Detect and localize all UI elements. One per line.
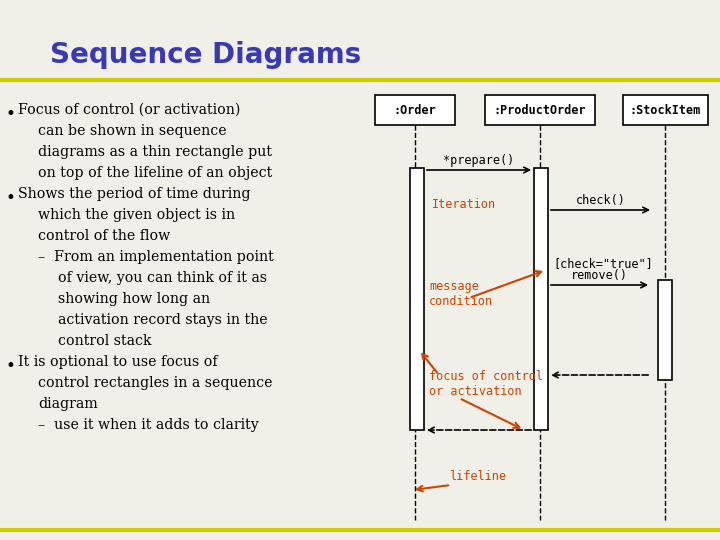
Text: •: • bbox=[6, 189, 16, 207]
Text: diagrams as a thin rectangle put: diagrams as a thin rectangle put bbox=[38, 145, 272, 159]
Text: –  From an implementation point: – From an implementation point bbox=[38, 250, 274, 264]
Bar bbox=[534, 168, 548, 430]
Text: Iteration: Iteration bbox=[432, 198, 496, 211]
Text: focus of control
or activation: focus of control or activation bbox=[429, 370, 543, 398]
Text: :StockItem: :StockItem bbox=[629, 104, 701, 117]
Text: control stack: control stack bbox=[58, 334, 151, 348]
Bar bbox=[410, 168, 424, 430]
Text: activation record stays in the: activation record stays in the bbox=[58, 313, 268, 327]
Text: control of the flow: control of the flow bbox=[38, 229, 170, 243]
Text: message
condition: message condition bbox=[429, 280, 493, 308]
Text: remove(): remove() bbox=[571, 269, 628, 282]
Text: Sequence Diagrams: Sequence Diagrams bbox=[50, 41, 361, 69]
Text: of view, you can think of it as: of view, you can think of it as bbox=[58, 271, 267, 285]
Text: can be shown in sequence: can be shown in sequence bbox=[38, 124, 227, 138]
Text: :ProductOrder: :ProductOrder bbox=[494, 104, 586, 117]
Text: It is optional to use focus of: It is optional to use focus of bbox=[18, 355, 217, 369]
Text: •: • bbox=[6, 357, 16, 375]
Text: on top of the lifeline of an object: on top of the lifeline of an object bbox=[38, 166, 272, 180]
Text: lifeline: lifeline bbox=[449, 470, 506, 483]
Bar bbox=[375, 95, 455, 125]
Text: :Order: :Order bbox=[394, 104, 436, 117]
Bar bbox=[485, 95, 595, 125]
Text: Shows the period of time during: Shows the period of time during bbox=[18, 187, 251, 201]
Text: –  use it when it adds to clarity: – use it when it adds to clarity bbox=[38, 418, 258, 432]
Text: *prepare(): *prepare() bbox=[444, 154, 515, 167]
Text: •: • bbox=[6, 105, 16, 123]
Bar bbox=[623, 95, 708, 125]
Text: which the given object is in: which the given object is in bbox=[38, 208, 235, 222]
Text: [check="true"]: [check="true"] bbox=[553, 257, 653, 270]
Text: diagram: diagram bbox=[38, 397, 98, 411]
Text: showing how long an: showing how long an bbox=[58, 292, 210, 306]
Text: control rectangles in a sequence: control rectangles in a sequence bbox=[38, 376, 272, 390]
Text: check(): check() bbox=[575, 194, 626, 207]
Text: Focus of control (or activation): Focus of control (or activation) bbox=[18, 103, 240, 117]
Bar bbox=[658, 280, 672, 380]
